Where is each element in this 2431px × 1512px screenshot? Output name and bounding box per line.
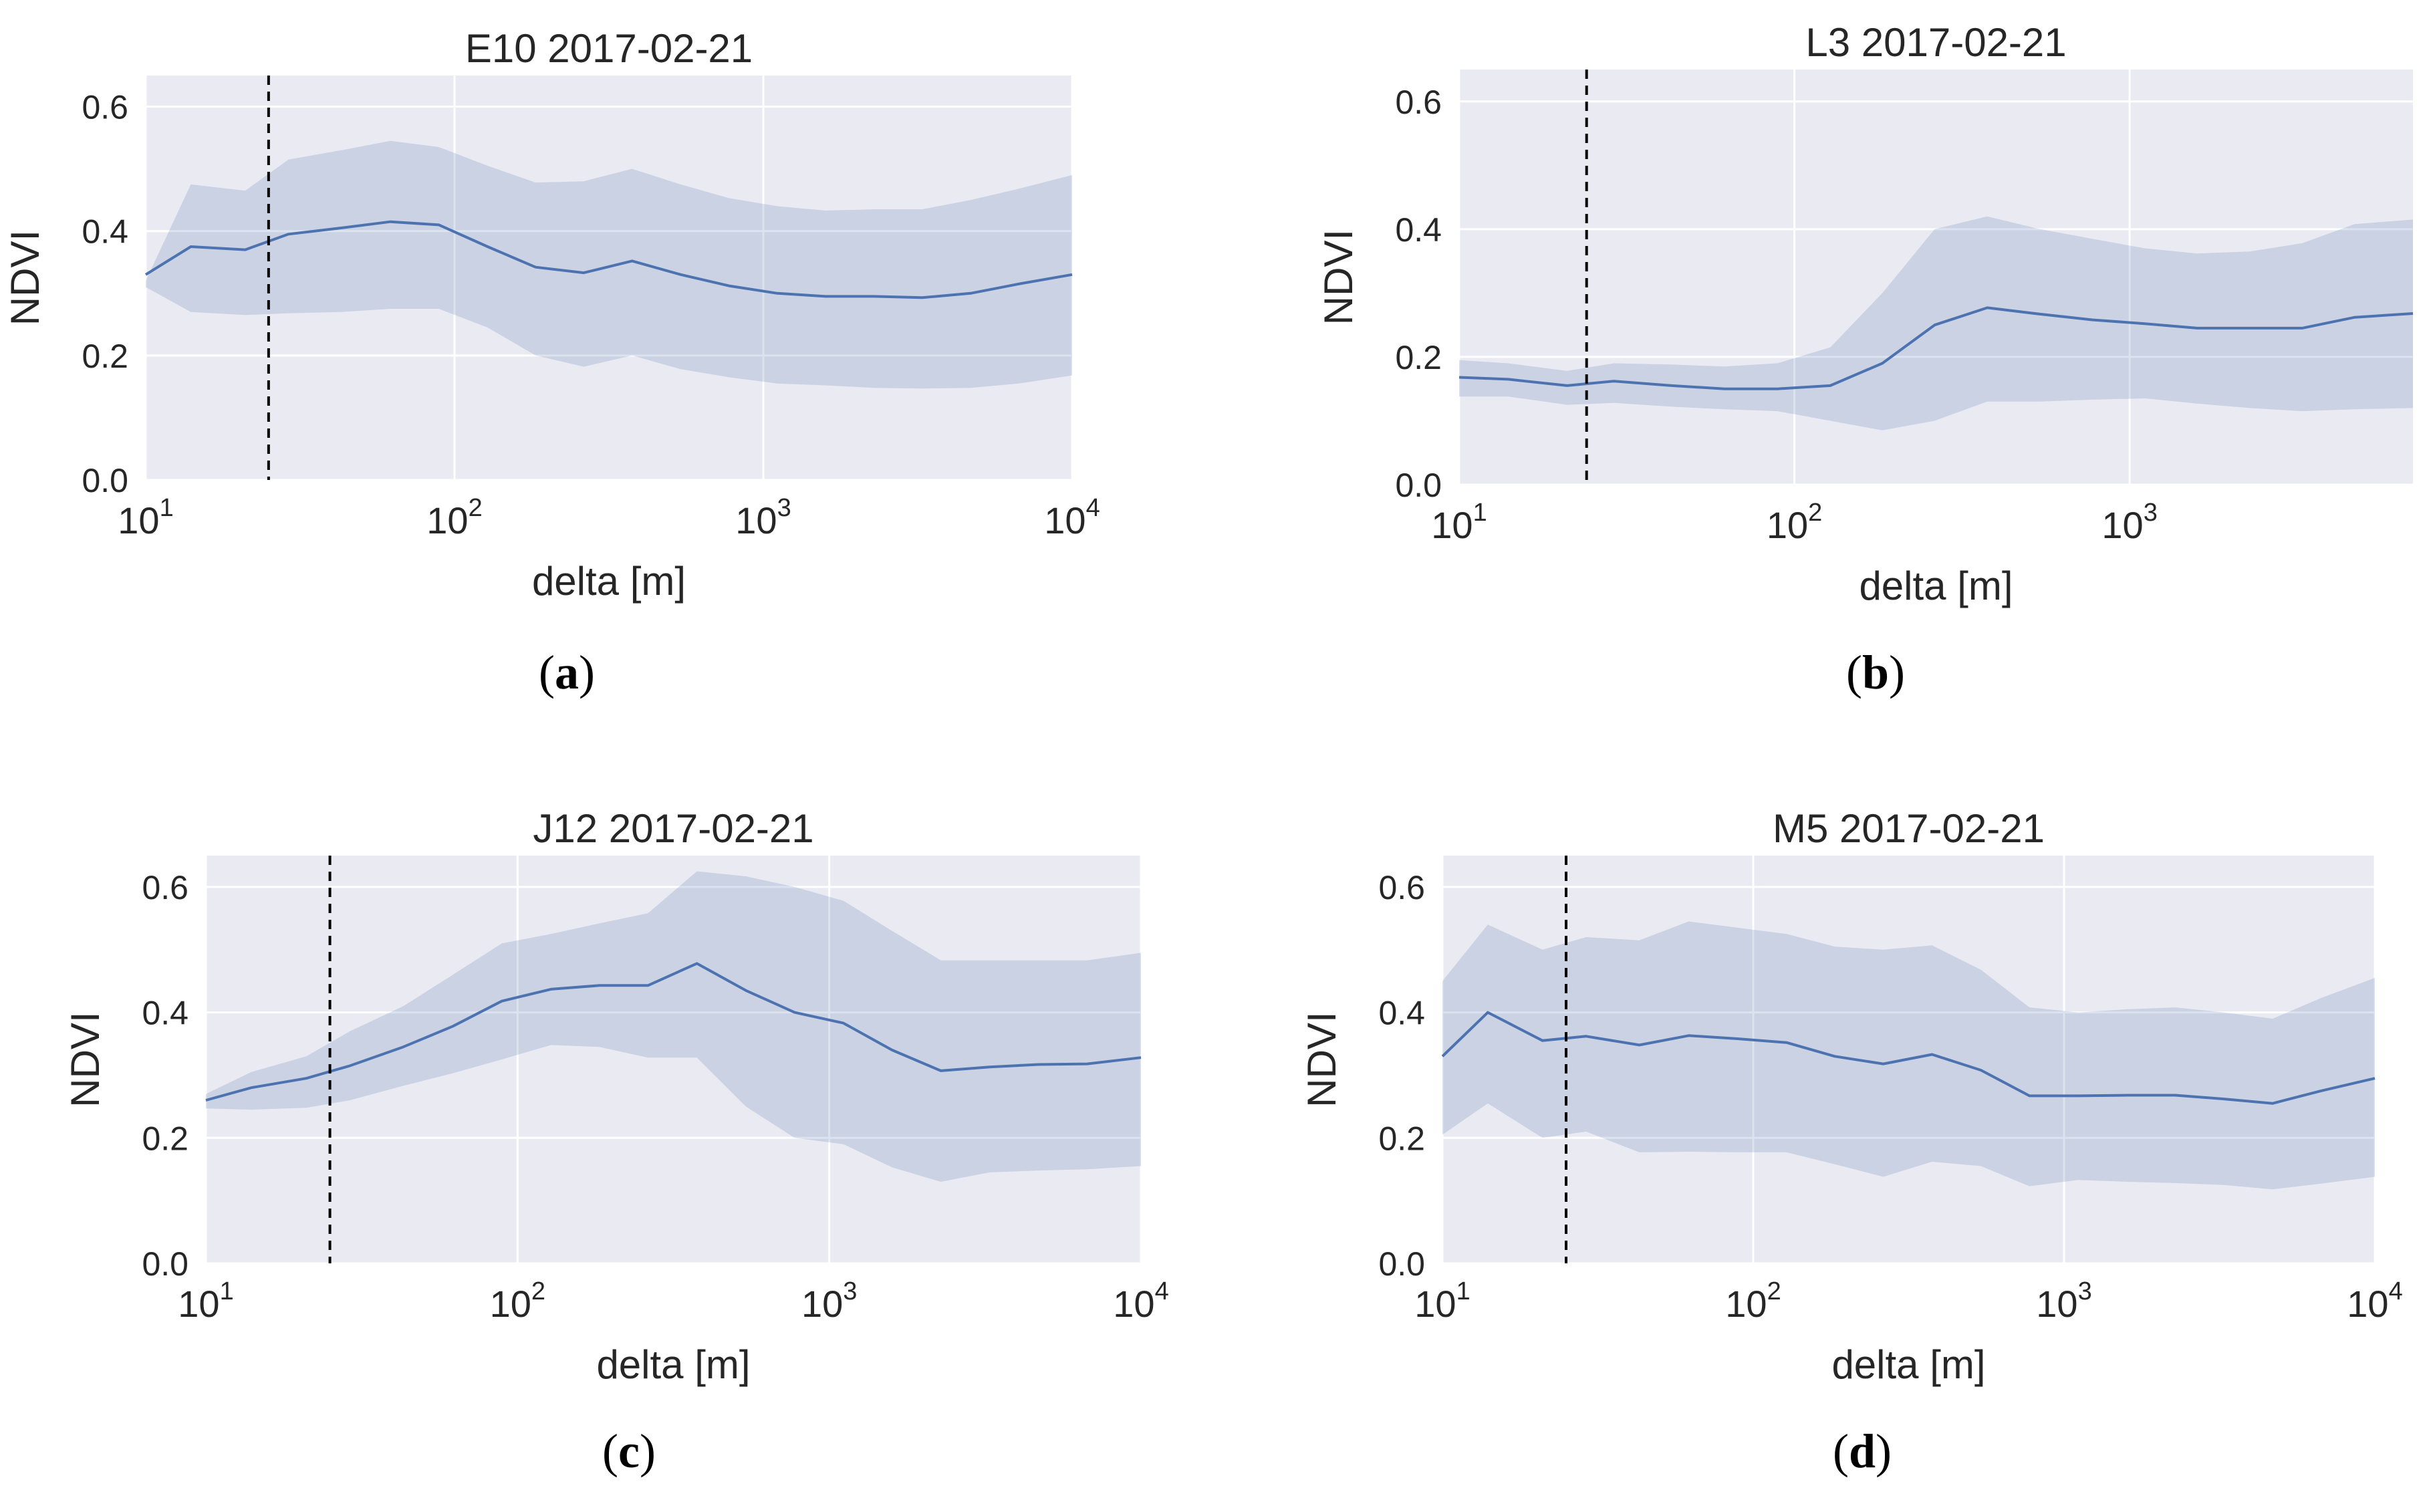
x-tick-base: 10: [178, 1283, 219, 1325]
x-tick-base: 10: [1725, 1283, 1767, 1325]
x-tick-label: 104: [1113, 1277, 1168, 1325]
confidence-band: [206, 871, 1141, 1182]
x-tick-exponent: 3: [2144, 499, 2158, 527]
confidence-band: [1442, 921, 2375, 1190]
plot-area: [146, 76, 1072, 480]
x-tick-exponent: 3: [777, 494, 791, 522]
x-tick-label: 102: [490, 1277, 545, 1325]
x-tick-label: 102: [1725, 1277, 1781, 1325]
y-tick-label: 0.2: [82, 338, 128, 375]
chart-title: M5 2017-02-21: [1773, 806, 2045, 851]
y-tick-label: 0.4: [1378, 995, 1425, 1032]
x-tick-label: 103: [2036, 1277, 2091, 1325]
x-axis-label: delta [m]: [1831, 1342, 1985, 1387]
x-tick-label: 101: [118, 494, 173, 541]
x-tick-label: 101: [178, 1277, 233, 1325]
confidence-band: [146, 140, 1072, 389]
x-tick-base: 10: [801, 1283, 843, 1325]
x-tick-base: 10: [2101, 504, 2143, 546]
x-tick-base: 10: [118, 499, 159, 541]
x-tick-base: 10: [2347, 1283, 2388, 1325]
y-tick-label: 0.0: [142, 1245, 188, 1283]
y-tick-label: 0.2: [1395, 339, 1442, 376]
x-tick-exponent: 3: [2078, 1277, 2092, 1305]
x-tick-exponent: 1: [1456, 1277, 1470, 1305]
x-tick-label: 103: [735, 494, 791, 541]
panel-caption-letter: a: [555, 646, 579, 699]
x-tick-base: 10: [1414, 1283, 1456, 1325]
x-tick-base: 10: [490, 1283, 531, 1325]
y-tick-label: 0.4: [142, 995, 188, 1032]
y-tick-label: 0.4: [1395, 211, 1442, 249]
x-tick-exponent: 4: [2389, 1277, 2403, 1305]
x-tick-label: 104: [1044, 494, 1100, 541]
x-tick-base: 10: [2036, 1283, 2077, 1325]
x-tick-base: 10: [1767, 504, 1808, 546]
x-tick-label: 101: [1414, 1277, 1470, 1325]
panel-caption-letter: d: [1849, 1424, 1876, 1478]
x-tick-base: 10: [1113, 1283, 1154, 1325]
y-tick-label: 0.2: [142, 1120, 188, 1157]
panel-caption: (a): [539, 646, 595, 699]
y-tick-label: 0.0: [82, 462, 128, 499]
y-tick-label: 0.6: [1395, 84, 1442, 121]
x-tick-exponent: 4: [1086, 494, 1100, 522]
x-tick-exponent: 2: [531, 1277, 545, 1305]
x-tick-base: 10: [426, 499, 468, 541]
panel-caption: (d): [1833, 1424, 1892, 1478]
y-tick-label: 0.4: [82, 213, 128, 251]
y-tick-label: 0.6: [82, 89, 128, 126]
x-tick-exponent: 4: [1155, 1277, 1169, 1305]
y-tick-label: 0.0: [1378, 1245, 1425, 1283]
x-tick-base: 10: [1431, 504, 1473, 546]
x-tick-label: 103: [801, 1277, 857, 1325]
plot-area: [1459, 70, 2413, 485]
panel-caption-letter: b: [1862, 646, 1889, 699]
mean-line: [144, 220, 1073, 299]
x-tick-exponent: 2: [1808, 499, 1822, 527]
chart-title: J12 2017-02-21: [533, 806, 813, 851]
x-tick-exponent: 2: [1767, 1277, 1781, 1305]
x-axis-label: delta [m]: [1859, 563, 2013, 608]
x-tick-label: 102: [1767, 499, 1822, 546]
x-tick-base: 10: [1044, 499, 1085, 541]
x-tick-base: 10: [735, 499, 777, 541]
chart-title: L3 2017-02-21: [1805, 20, 2066, 65]
x-tick-exponent: 1: [220, 1277, 234, 1305]
panel-caption-letter: c: [618, 1424, 640, 1478]
plot-area: [206, 856, 1141, 1263]
y-tick-label: 0.2: [1378, 1120, 1425, 1157]
x-tick-exponent: 1: [1473, 499, 1487, 527]
chart-title: E10 2017-02-21: [465, 26, 753, 71]
y-tick-label: 0.0: [1395, 467, 1442, 504]
x-tick-label: 103: [2101, 499, 2157, 546]
x-tick-label: 102: [426, 494, 482, 541]
x-tick-exponent: 2: [469, 494, 483, 522]
mean-line: [1458, 306, 2414, 390]
x-tick-exponent: 1: [160, 494, 174, 522]
y-tick-label: 0.6: [1378, 869, 1425, 906]
panel-caption: (c): [602, 1424, 656, 1478]
x-tick-exponent: 3: [843, 1277, 857, 1305]
x-axis-label: delta [m]: [596, 1342, 750, 1387]
y-tick-label: 0.6: [142, 869, 188, 906]
x-axis-label: delta [m]: [532, 559, 686, 604]
panel-caption: (b): [1846, 646, 1905, 699]
y-axis-label: NDVI: [3, 230, 47, 326]
x-tick-label: 104: [2347, 1277, 2402, 1325]
mean-line: [1441, 1011, 2376, 1105]
y-axis-label: NDVI: [63, 1011, 108, 1107]
y-axis-label: NDVI: [1316, 229, 1361, 325]
x-tick-label: 101: [1431, 499, 1487, 546]
mean-line: [205, 962, 1142, 1102]
y-axis-label: NDVI: [1299, 1011, 1344, 1107]
